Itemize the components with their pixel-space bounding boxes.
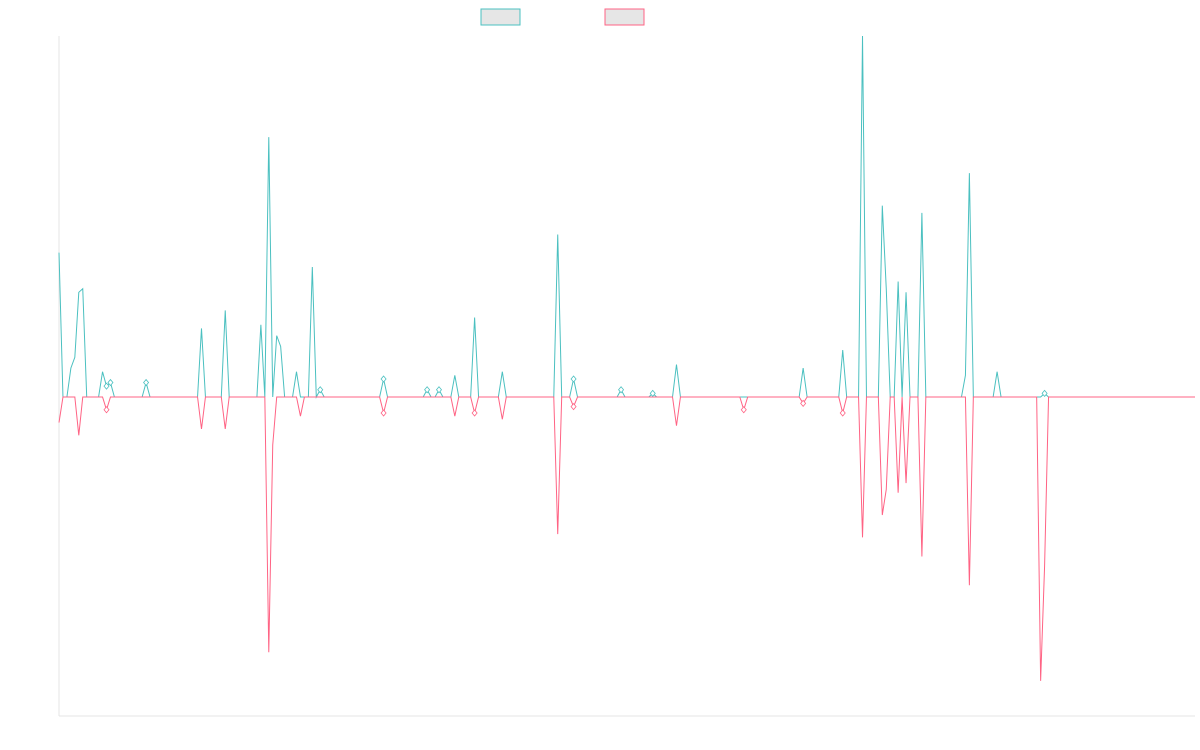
data-point-series-2-2 bbox=[103, 406, 110, 414]
data-point-series-1-27 bbox=[649, 389, 656, 398]
data-point-series-1-26 bbox=[618, 386, 625, 394]
legend-swatch-series-2[interactable] bbox=[604, 8, 645, 26]
data-point-series-1-19 bbox=[424, 386, 431, 394]
data-point-series-2-17 bbox=[839, 409, 846, 417]
data-point-series-1-18 bbox=[380, 375, 387, 383]
data-point-series-2-16 bbox=[800, 399, 807, 408]
data-point-series-2-8 bbox=[380, 409, 387, 417]
data-point-series-1-7 bbox=[107, 378, 114, 387]
series-layer bbox=[58, 35, 1195, 681]
data-point-series-2-13 bbox=[570, 402, 577, 411]
axes bbox=[58, 36, 1195, 717]
data-point-series-1-20 bbox=[435, 386, 443, 394]
legend-swatch-series-1[interactable] bbox=[480, 8, 521, 26]
data-point-series-1-8 bbox=[143, 378, 150, 387]
data-point-series-2-15 bbox=[740, 406, 747, 414]
legend[interactable] bbox=[480, 8, 645, 26]
markers-layer bbox=[103, 375, 1048, 417]
data-point-series-1-25 bbox=[570, 375, 577, 383]
series-line-1 bbox=[58, 35, 1195, 399]
series-line-2 bbox=[58, 396, 1195, 681]
data-point-series-2-10 bbox=[471, 409, 478, 417]
data-point-series-1-6 bbox=[103, 382, 110, 390]
data-point-series-1-40 bbox=[1041, 389, 1048, 398]
data-point-series-1-17 bbox=[317, 386, 324, 394]
